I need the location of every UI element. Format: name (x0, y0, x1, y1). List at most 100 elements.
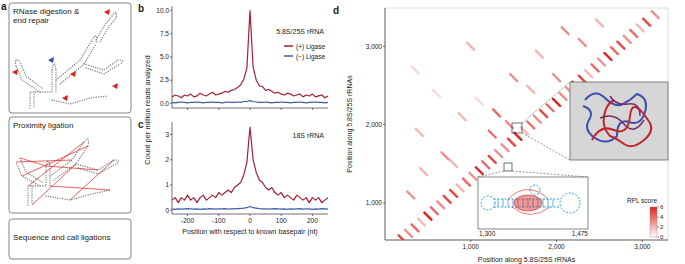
series-group (172, 127, 328, 209)
x-tick-label: 0 (248, 217, 252, 224)
y-tick-label: 3 (165, 131, 169, 138)
cell (489, 156, 496, 163)
cell (450, 160, 457, 167)
series-group (172, 11, 328, 103)
rna-structure (52, 96, 108, 104)
base-pair (503, 199, 504, 207)
legend-swatch (284, 55, 293, 57)
cell (598, 58, 605, 65)
x-tick (281, 108, 282, 110)
rna-structure (52, 64, 56, 70)
inset-strand (583, 93, 646, 141)
ligation-link (20, 158, 46, 166)
rna-structure (50, 139, 89, 180)
x-tick (218, 108, 219, 110)
cell (510, 74, 517, 81)
x-tick (187, 214, 188, 216)
cell (463, 179, 470, 186)
ligation-link (16, 160, 72, 162)
cell (450, 190, 457, 197)
colorbar-tick-label: 2 (660, 224, 664, 230)
base-pair (498, 199, 499, 207)
cell (617, 42, 624, 49)
cell (476, 98, 483, 105)
cell (405, 230, 412, 237)
cell (604, 53, 611, 60)
rna-structure (84, 60, 123, 74)
step-label: RNase digestion & end repair (13, 7, 81, 25)
y-tick-label: 0 (165, 207, 169, 214)
x-tick-label: 3,000 (634, 243, 651, 250)
cell (424, 213, 431, 220)
y-tick (170, 159, 172, 160)
y-tick (383, 46, 385, 47)
cell (412, 224, 419, 231)
y-tick (170, 57, 172, 58)
series-line (172, 206, 328, 209)
y-tick-label: 3,000 (366, 43, 383, 50)
step-box (9, 219, 131, 259)
x-tick-label: -200 (181, 217, 194, 224)
legend-label: (+) Ligase (296, 43, 325, 51)
cell (437, 201, 444, 208)
base-pair (553, 199, 554, 207)
x-tick (312, 108, 313, 110)
callout-line (522, 82, 570, 160)
rna-structure (46, 190, 110, 200)
annotation: 1,475 (572, 230, 589, 237)
x-tick-label: 100 (276, 217, 287, 224)
cut-site (112, 83, 118, 89)
annotation: 5.8S/25S rRNA (276, 28, 324, 35)
cell (431, 207, 438, 214)
panel-label: c (138, 119, 144, 130)
inset-stemloop (478, 177, 588, 229)
inset-strand (600, 96, 644, 129)
x-tick (312, 214, 313, 216)
cell (407, 192, 414, 199)
annotation: 1,300 (479, 230, 496, 237)
colorbar-tick (657, 237, 659, 238)
x-tick (250, 214, 251, 216)
base-pair (548, 199, 549, 207)
step-box (9, 3, 131, 113)
cut-site (70, 71, 76, 77)
cell (553, 74, 560, 81)
colorbar-tick-label: 0 (660, 234, 664, 240)
y-tick (170, 80, 172, 81)
insets (478, 82, 668, 229)
y-tick (383, 124, 385, 125)
rna-structure (96, 12, 117, 42)
cut-site (12, 69, 18, 75)
cell (469, 173, 476, 180)
callout-line (478, 171, 588, 177)
cell (508, 139, 515, 146)
cell (596, 19, 603, 26)
cell (489, 130, 496, 137)
cut-site (104, 9, 110, 15)
callout-box (512, 123, 522, 133)
cell (630, 30, 637, 37)
panel-label: a (1, 1, 7, 12)
cell (652, 11, 659, 18)
cell (637, 24, 644, 31)
y-tick-label: 2,000 (366, 121, 383, 128)
base-pair (543, 199, 544, 207)
rna-structure (56, 36, 97, 84)
chart-b: b0.02.55.07.510.05.8S/25S rRNA(+) Ligase… (138, 3, 328, 165)
ligation-link (22, 146, 88, 176)
y-tick-label: 2 (165, 156, 169, 163)
cell (540, 110, 547, 117)
step-label: Sequence and call ligations (13, 233, 123, 242)
x-axis-label: Position with respect to known basepair … (182, 228, 317, 236)
cell (418, 219, 425, 226)
inset-structure (570, 82, 668, 160)
colorbar-label: RPL score (627, 197, 657, 204)
x-tick (187, 108, 188, 110)
ligation-link (50, 186, 110, 190)
x-tick (281, 214, 282, 216)
rna-structure (16, 60, 43, 92)
cell (399, 235, 406, 240)
series-line (172, 101, 328, 103)
y-tick-label: 1 (165, 181, 169, 188)
y-tick (383, 202, 385, 203)
